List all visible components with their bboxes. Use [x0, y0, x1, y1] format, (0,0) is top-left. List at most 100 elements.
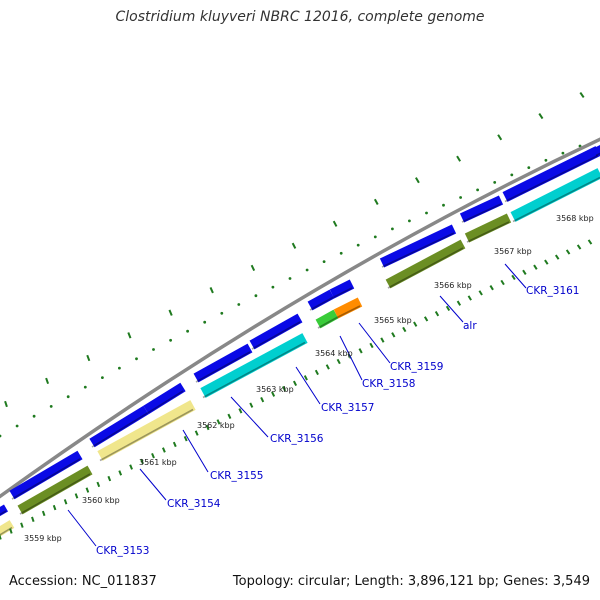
inner-tick — [205, 424, 210, 431]
inner-tick — [129, 464, 133, 470]
forward-gene[interactable] — [459, 195, 504, 223]
outer-dot — [459, 196, 462, 199]
gene-label[interactable]: CKR_3161 — [526, 285, 579, 297]
scale-label: 3560 kbp — [82, 496, 120, 505]
outer-tick — [250, 264, 256, 272]
label-leader — [504, 263, 527, 289]
outer-dot — [493, 181, 497, 184]
outer-tick — [127, 332, 132, 339]
reverse-gene[interactable] — [200, 333, 308, 398]
inner-tick — [249, 402, 254, 408]
gene-shadow — [461, 203, 502, 223]
inner-tick — [151, 453, 155, 459]
gene-shadow — [595, 152, 600, 157]
inner-tick — [533, 264, 538, 270]
label-leader — [67, 509, 97, 547]
gene-label[interactable]: CKR_3159 — [390, 361, 443, 373]
reverse-gene[interactable] — [385, 239, 466, 289]
gene-label[interactable]: CKR_3156 — [270, 433, 324, 445]
reverse-gene[interactable] — [17, 465, 93, 515]
scale-label: 3568 kbp — [556, 214, 594, 223]
forward-gene[interactable] — [329, 279, 355, 299]
inner-tick — [238, 408, 243, 414]
outer-dot — [66, 395, 70, 399]
gene-shadow — [331, 287, 353, 299]
outer-dot — [220, 311, 224, 315]
inner-tick — [140, 458, 144, 465]
gene-shadow — [99, 408, 194, 462]
label-leader — [439, 295, 464, 323]
outer-tick — [209, 287, 214, 294]
gene-tracks — [0, 144, 600, 537]
gene-label[interactable]: CKR_3158 — [362, 378, 415, 390]
label-leaders — [67, 263, 527, 547]
outer-tick — [168, 309, 173, 316]
inner-tick — [292, 380, 298, 386]
inner-tick — [172, 441, 177, 448]
inner-tick — [500, 279, 505, 286]
map-title: Clostridium kluyveri NBRC 12016, complet… — [115, 9, 485, 25]
inner-tick — [282, 386, 287, 392]
accession-text: Accession: NC_011837 — [9, 574, 157, 589]
forward-gene[interactable] — [89, 405, 149, 448]
forward-gene[interactable] — [9, 450, 83, 500]
inner-tick — [587, 239, 593, 245]
outer-dot — [476, 188, 479, 192]
forward-gene[interactable] — [593, 144, 600, 157]
reverse-gene[interactable] — [315, 309, 339, 329]
reverse-gene[interactable] — [97, 400, 196, 461]
inner-tick — [423, 316, 429, 322]
inner-tick — [478, 290, 483, 296]
outer-tick-ring — [4, 91, 585, 408]
reverse-gene[interactable] — [0, 520, 15, 537]
outer-dot — [373, 235, 377, 239]
forward-gene[interactable] — [307, 289, 335, 311]
label-leader — [295, 366, 321, 405]
outer-dot — [510, 173, 514, 177]
gene-shadow — [466, 221, 510, 243]
forward-gene[interactable] — [379, 224, 457, 268]
gene-label[interactable]: alr — [463, 320, 477, 332]
forward-gene[interactable] — [193, 343, 253, 383]
forward-gene[interactable] — [502, 146, 600, 202]
outer-dot — [237, 303, 241, 306]
outer-tick — [497, 134, 503, 141]
gene-shadow — [317, 317, 337, 329]
outer-dot — [49, 405, 53, 408]
forward-gene[interactable] — [249, 313, 303, 350]
inner-tick — [522, 269, 527, 275]
forward-gene[interactable] — [143, 382, 186, 415]
gene-shadow — [381, 232, 455, 268]
inner-tick — [456, 300, 462, 306]
gene-label[interactable]: CKR_3153 — [96, 545, 149, 557]
genome-backbone — [0, 137, 600, 499]
outer-dot — [186, 329, 190, 333]
reverse-gene[interactable] — [333, 297, 363, 319]
scale-label: 3563 kbp — [256, 385, 294, 394]
gene-shadow — [195, 351, 251, 383]
inner-tick — [183, 436, 188, 442]
outer-dot — [271, 285, 275, 289]
reverse-gene[interactable] — [464, 213, 512, 243]
outer-dot — [442, 203, 445, 207]
inner-tick — [303, 375, 308, 381]
gene-label[interactable]: CKR_3157 — [321, 402, 374, 414]
gene-label[interactable]: CKR_3155 — [210, 470, 263, 482]
outer-dot — [305, 268, 309, 272]
inner-tick-ring — [0, 239, 593, 540]
outer-dot — [391, 227, 394, 231]
outer-dot — [288, 277, 292, 280]
forward-gene[interactable] — [0, 504, 9, 517]
reverse-gene[interactable] — [510, 168, 600, 222]
outer-tick — [4, 400, 8, 408]
gene-shadow — [512, 176, 600, 223]
outer-dot — [322, 260, 326, 263]
outer-dot — [135, 357, 138, 361]
scale-label: 3561 kbp — [139, 458, 177, 467]
outer-tick — [456, 155, 462, 162]
inner-tick — [74, 493, 79, 499]
inner-tick — [96, 481, 101, 488]
gene-label[interactable]: CKR_3154 — [167, 498, 221, 510]
inner-tick — [52, 504, 57, 511]
